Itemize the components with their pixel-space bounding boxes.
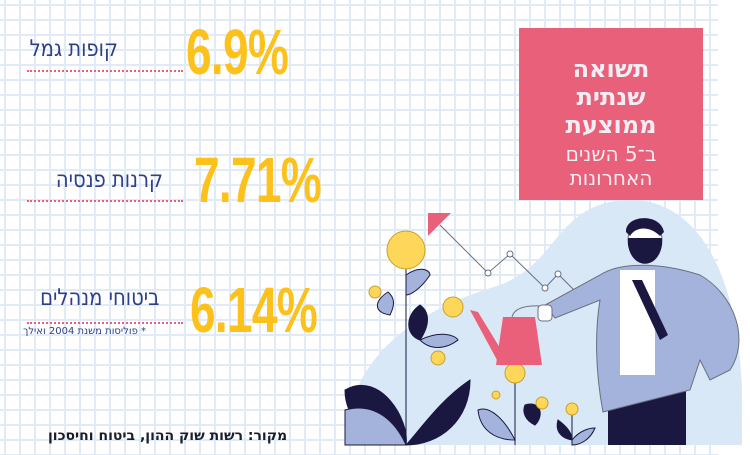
coin-icon [442, 296, 464, 318]
coin-icon [430, 350, 446, 366]
row-value: 6.14% [190, 274, 318, 346]
subtitle-line: האחרונות [569, 166, 653, 190]
headline-title: תשואה שנתית ממוצעת [519, 55, 703, 139]
headline-box: תשואה שנתית ממוצעת ב־5 השנים האחרונות [519, 28, 703, 200]
row-value: 6.9% [186, 16, 289, 88]
coin-icon [565, 402, 579, 416]
footnote: * פוליסות משנת 2004 ואילך [22, 326, 146, 337]
plants [344, 268, 596, 446]
headline-subtitle: ב־5 השנים האחרונות [519, 142, 703, 190]
row-label: קופות גמל [29, 36, 118, 62]
coin-icon [535, 396, 549, 410]
row-label: קרנות פנסיה [56, 167, 163, 193]
dotted-divider [27, 322, 183, 324]
coin-icon [368, 285, 382, 299]
coin-icon [504, 362, 526, 384]
row-value: 7.71% [194, 144, 322, 216]
dotted-divider [27, 200, 183, 202]
title-line: ממוצעת [565, 111, 657, 139]
dotted-divider [27, 70, 183, 72]
subtitle-line: ב־5 השנים [565, 142, 657, 166]
source-credit: מקור: רשות שוק ההון, ביטוח וחיסכון [48, 428, 288, 444]
watering-can-icon [470, 305, 542, 365]
row-label: ביטוחי מנהלים [39, 285, 159, 311]
coin-icon [491, 390, 501, 400]
title-line: תשואה [572, 55, 650, 83]
coins [368, 230, 579, 416]
title-line: שנתית [576, 83, 646, 111]
coin-icon [386, 230, 426, 270]
businessman [537, 218, 740, 445]
arrow-flag-icon [428, 213, 451, 236]
